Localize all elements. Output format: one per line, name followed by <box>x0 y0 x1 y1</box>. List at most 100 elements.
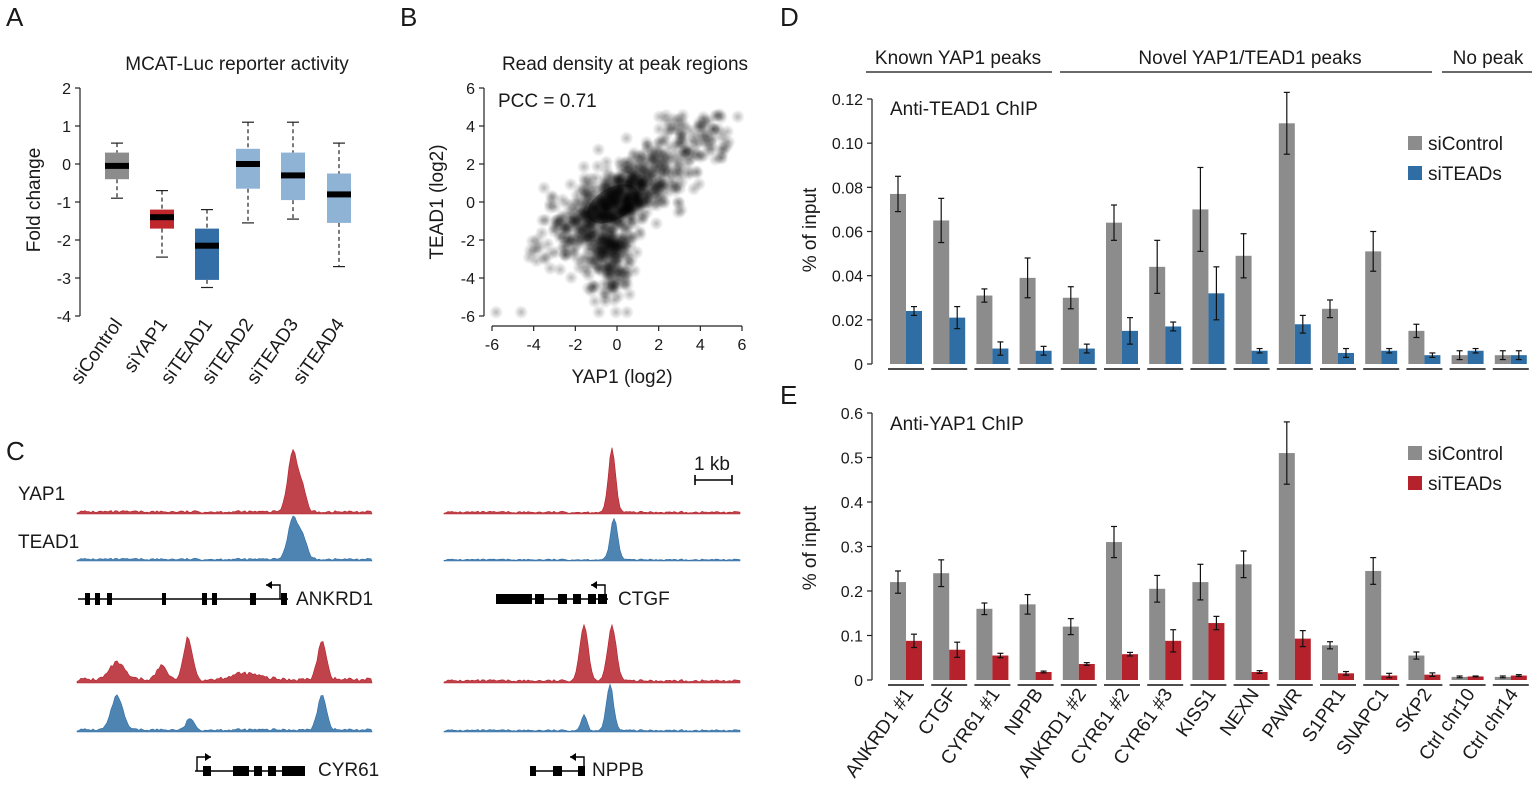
scatter-point <box>633 211 648 226</box>
scatter-point <box>682 166 697 181</box>
track-label-yap1: YAP1 <box>18 484 65 505</box>
category-label: KISS1 <box>1172 685 1220 741</box>
chart-a-ytick-label: -3 <box>57 271 71 288</box>
ctgf-gene-exon <box>558 594 567 604</box>
nppb-gene-exon <box>530 766 536 776</box>
bar <box>1494 676 1511 680</box>
scatter-point <box>555 211 570 226</box>
bar <box>1106 542 1122 680</box>
scatter-point <box>626 146 641 161</box>
bar <box>949 317 966 364</box>
bar <box>1338 352 1354 364</box>
box-median <box>281 172 305 179</box>
ankrd1-gene-exon <box>250 593 256 605</box>
bar <box>976 295 993 364</box>
bar <box>1408 655 1425 680</box>
bar <box>1062 297 1079 364</box>
scatter-point <box>489 305 504 320</box>
chart-e-title: Anti-YAP1 ChIP <box>890 414 1024 435</box>
chart-b-ytick-label: 4 <box>466 119 475 136</box>
chart-c-tracks <box>76 447 741 776</box>
bar <box>1149 266 1166 364</box>
scatter-point <box>596 265 611 280</box>
bar <box>1208 623 1225 680</box>
gene-label-ctgf: CTGF <box>618 589 670 610</box>
bar <box>1424 674 1441 680</box>
scatter-point <box>608 264 623 279</box>
scatter-point <box>708 109 723 124</box>
scatter-point <box>659 113 674 128</box>
ankrd1-gene-exon <box>162 593 166 605</box>
ankrd1-gene-tss-head <box>266 581 272 589</box>
legend-e-label-0: siControl <box>1428 444 1503 465</box>
bar <box>1467 350 1484 364</box>
scatter-point <box>611 189 626 204</box>
chart-b-xtick-label: 0 <box>613 337 622 354</box>
legend-swatch-1 <box>1408 476 1422 490</box>
scatter-point <box>705 142 720 157</box>
chart-b-xlabel: YAP1 (log2) <box>571 367 672 388</box>
bar <box>1451 676 1468 680</box>
bar <box>1365 570 1382 680</box>
chart-d-ylabel: % of input <box>800 187 821 272</box>
ankrd1-gene-exon <box>202 593 207 605</box>
scatter-point <box>577 206 592 221</box>
scatter-point <box>608 305 623 320</box>
chart-b-title: Read density at peak regions <box>502 54 748 75</box>
bar <box>1035 671 1052 680</box>
bar <box>1338 673 1354 680</box>
scatter-point <box>619 247 634 262</box>
scatter-point <box>673 128 688 143</box>
scatter-point <box>578 188 593 203</box>
ankrd1-gene-exon <box>107 593 112 605</box>
bar <box>1165 640 1182 680</box>
y-tick-label: 0.12 <box>832 92 863 109</box>
chart-a-title: MCAT-Luc reporter activity <box>125 54 349 75</box>
chart-a-ylabel: Fold change <box>24 148 45 253</box>
chart-b-ylabel: TEAD1 (log2) <box>427 144 448 259</box>
y-tick-label: 0.04 <box>832 269 863 286</box>
nppb-gene-tss-head <box>570 753 576 761</box>
bar <box>1208 293 1225 364</box>
bar <box>933 220 950 364</box>
scatter-point <box>605 278 620 293</box>
ctgf-gene-exon <box>598 594 607 604</box>
nppb-gene-exon <box>553 766 562 776</box>
category-label: SKP2 <box>1391 685 1436 737</box>
bar <box>1122 654 1138 680</box>
chart-b-ytick-label: -2 <box>461 233 475 250</box>
ctgf-gene-tss-head <box>591 581 597 589</box>
box-median <box>195 242 219 249</box>
bar <box>1251 671 1268 680</box>
box-body <box>327 173 351 223</box>
ctgf-gene-exon <box>535 594 544 604</box>
bar <box>1235 564 1252 680</box>
scatter-point <box>686 181 701 196</box>
chart-b-xtick-label: -4 <box>527 337 541 354</box>
bar <box>1381 350 1398 364</box>
cyr61-gene-exon <box>282 766 305 776</box>
scatter-point <box>556 239 571 254</box>
bar <box>1278 123 1295 365</box>
y-tick-label: 0.1 <box>841 629 863 646</box>
bar <box>1078 663 1095 680</box>
ankrd1-tead1-track <box>76 515 373 562</box>
y-tick-label: 0.02 <box>832 313 863 330</box>
y-tick-label: 0.06 <box>832 225 863 242</box>
scatter-point <box>538 252 553 267</box>
bar <box>1467 676 1484 680</box>
track-label-tead1: TEAD1 <box>18 532 79 553</box>
cyr61-yap1-track <box>76 636 373 684</box>
y-tick-label: 0.6 <box>841 406 863 423</box>
ctgf-gene-exon <box>588 594 596 604</box>
scatter-point <box>619 305 634 320</box>
cyr61-tead1-track <box>76 694 373 733</box>
bar <box>1078 348 1095 364</box>
bar <box>906 640 922 680</box>
chart-b-xtick-label: 2 <box>654 337 663 354</box>
chart-b-ytick-label: -6 <box>461 309 475 326</box>
nppb-yap1-track <box>443 623 741 684</box>
scatter-point <box>599 155 614 170</box>
bar <box>1019 277 1036 364</box>
cyr61-gene-tss-head <box>205 753 211 761</box>
